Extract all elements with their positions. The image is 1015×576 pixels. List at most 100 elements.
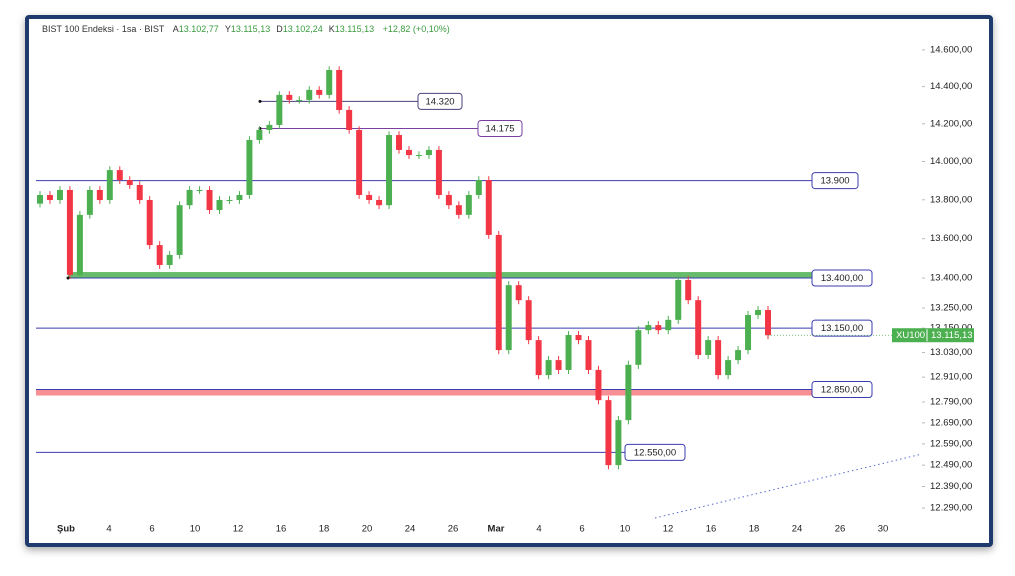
level-band <box>36 389 812 396</box>
candle-body <box>66 189 73 275</box>
x-tick-label: 6 <box>579 524 584 535</box>
candle-body <box>316 89 323 95</box>
candle-body <box>665 319 672 331</box>
candle-body <box>495 234 502 351</box>
y-tick-label: 12.390,00 <box>930 481 972 492</box>
candle-body <box>735 350 742 361</box>
level-label: 14.175 <box>485 123 514 134</box>
candle-body <box>695 300 702 355</box>
candle-body <box>136 184 143 200</box>
candle-body <box>246 139 253 195</box>
level-label-box <box>811 269 873 287</box>
candle-body <box>575 335 582 341</box>
level-label-box <box>811 319 873 337</box>
candle-body <box>555 360 562 370</box>
candle-body <box>625 364 632 421</box>
y-tick-label: 12.790,00 <box>930 396 972 407</box>
candle-body <box>405 149 412 156</box>
candle-body <box>585 340 592 370</box>
level-label: 13.150,00 <box>821 323 863 334</box>
candle-body <box>635 330 642 365</box>
x-tick-label: 16 <box>706 524 717 535</box>
x-tick-label: 30 <box>878 524 889 535</box>
candle-body <box>465 194 472 215</box>
x-tick-label: 20 <box>362 524 373 535</box>
y-tick-label: 13.250,00 <box>930 303 972 314</box>
candle-body <box>366 194 373 200</box>
candle-body <box>266 124 273 130</box>
quote-value: 13.102,77 <box>178 24 219 34</box>
candle-body <box>386 135 393 206</box>
level-anchor <box>258 99 262 103</box>
candle-body <box>206 189 213 211</box>
level-anchor <box>66 276 70 280</box>
candle-body <box>655 325 662 331</box>
candle-body <box>146 199 153 246</box>
candle-body <box>525 300 532 341</box>
candle-body <box>455 205 462 215</box>
level-label-box <box>811 172 859 190</box>
x-tick-label: 10 <box>190 524 201 535</box>
candle-body <box>595 369 602 401</box>
x-tick-label: 6 <box>149 524 154 535</box>
candle-body <box>356 129 363 195</box>
x-tick-label: 26 <box>448 524 459 535</box>
symbol-title: BIST 100 Endeksi · 1sa · BIST <box>42 24 165 34</box>
level-label-box <box>477 119 523 137</box>
candle-body <box>605 400 612 466</box>
candle-body <box>166 254 173 265</box>
level-label: 14.320 <box>425 96 454 107</box>
candle-body <box>425 149 432 156</box>
x-tick-label: 24 <box>792 524 803 535</box>
candle-body <box>725 360 732 376</box>
candle-body <box>545 360 552 376</box>
quote-value: 13.115,13 <box>230 24 271 34</box>
candle-body <box>755 309 762 316</box>
candle-body <box>565 335 572 370</box>
candle-body <box>485 180 492 235</box>
candle-body <box>76 214 83 275</box>
x-tick-label: 10 <box>620 524 631 535</box>
x-tick-label: 12 <box>233 524 244 535</box>
candle-body <box>236 194 243 200</box>
candle-body <box>226 199 233 201</box>
x-tick-label: 26 <box>835 524 846 535</box>
y-tick-label: 12.910,00 <box>930 372 972 383</box>
candle-body <box>176 205 183 255</box>
candle-body <box>116 170 123 181</box>
candle-body <box>296 99 303 101</box>
quote-key: Y <box>224 24 231 34</box>
y-tick-label: 14.400,00 <box>930 81 972 92</box>
y-tick-label: 13.400,00 <box>930 273 972 284</box>
y-tick-label: 13.600,00 <box>930 233 972 244</box>
x-tick-label: Mar <box>488 524 505 535</box>
level-label-box <box>811 381 873 399</box>
level-band <box>68 272 812 279</box>
candle-body <box>745 315 752 351</box>
y-tick-label: 13.150,00 <box>930 323 972 334</box>
candle-body <box>286 94 293 100</box>
candle-body <box>765 309 771 336</box>
level-label: 12.550,00 <box>634 447 676 458</box>
candle-body <box>675 280 682 320</box>
candle-body <box>156 245 163 265</box>
quote-value: 13.115,13 <box>334 24 375 34</box>
x-tick-label: 16 <box>276 524 287 535</box>
candle-body <box>86 189 93 215</box>
candle-body <box>186 189 193 206</box>
candle-body <box>615 420 622 466</box>
quote-value: 13.102,24 <box>282 24 323 34</box>
level-label: 13.400,00 <box>821 273 863 284</box>
x-tick-label: 12 <box>663 524 674 535</box>
candle-body <box>535 340 542 376</box>
y-tick-label: 12.490,00 <box>930 460 972 471</box>
y-tick-label: 14.200,00 <box>930 118 972 129</box>
price-tag-symbol: XU100 <box>896 330 925 341</box>
candle-body <box>415 155 422 157</box>
change: +12,82 (+0,10%) <box>382 24 450 34</box>
price-tag-value: 13.115,13 <box>931 330 973 341</box>
candle-body <box>715 340 722 376</box>
candle-body <box>37 194 43 204</box>
y-tick-label: 14.000,00 <box>930 156 972 167</box>
